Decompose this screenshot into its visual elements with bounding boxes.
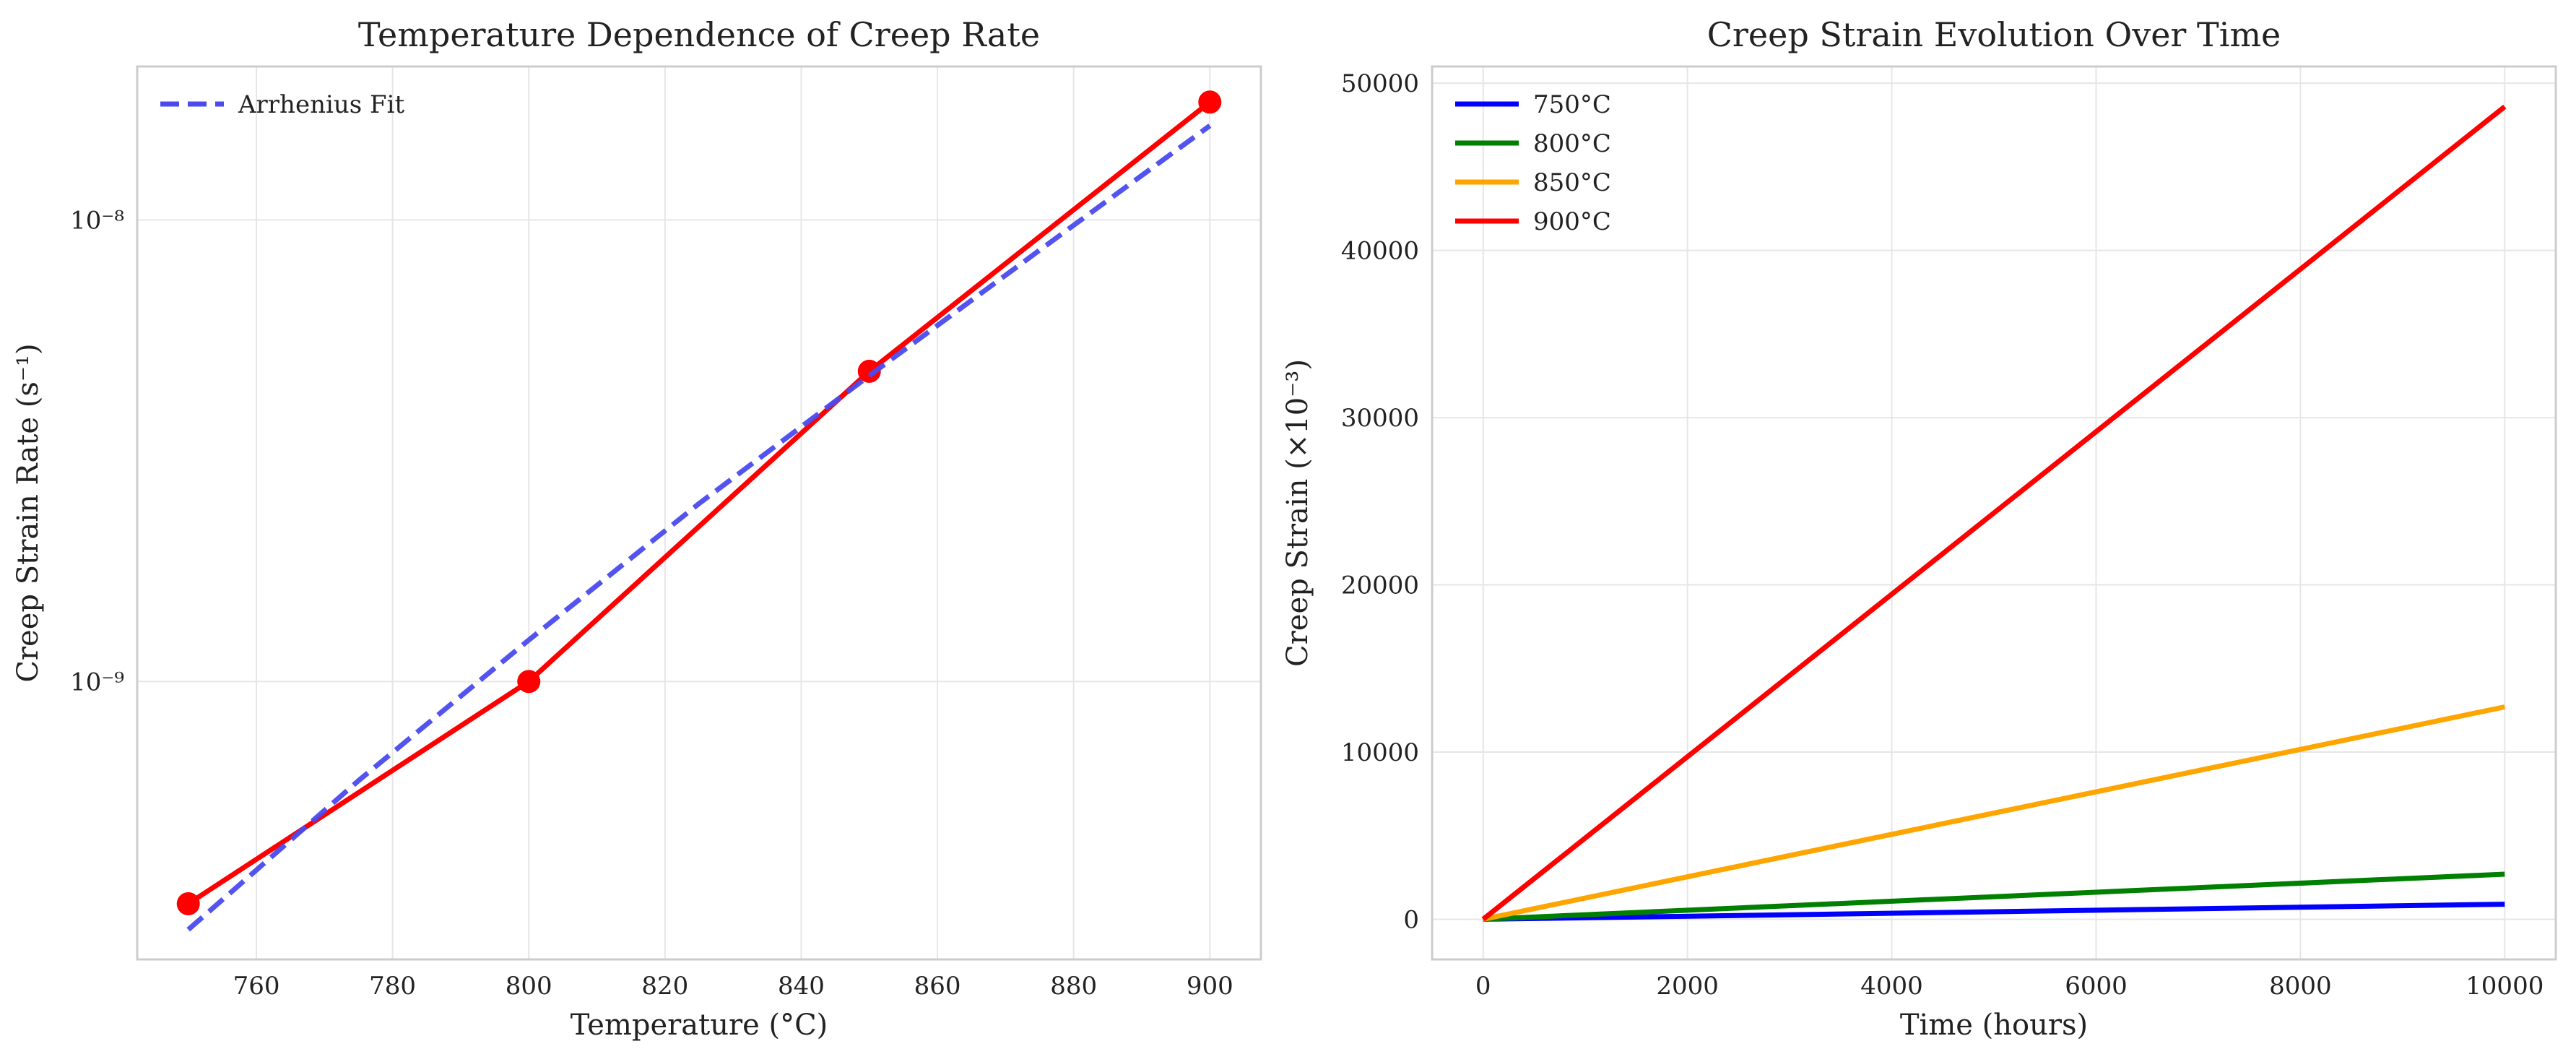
x-tick-label: 6000 [2065,972,2128,1001]
temperature-creep-rate-chart: 760 780 800 820 840 860 880 900 10⁻⁹ 10⁻⁸ Arrheni… [12,15,1262,1042]
legend-label: 900°C [1533,207,1611,236]
series-line [186,124,1212,932]
y-tick-label: 0 [1403,905,1419,934]
x-tick-label: 800 [506,972,552,1001]
series-line [1481,104,2507,922]
data-point [517,670,541,694]
series-line [1482,704,2506,922]
series-line [186,100,1212,906]
legend-label: 850°C [1533,168,1611,197]
y-axis-label: Creep Strain (×10⁻³) [1281,359,1314,667]
y-tick-label: 20000 [1341,571,1419,600]
x-tick-label: 10000 [2466,972,2544,1001]
y-tick-label: 30000 [1341,404,1419,433]
series-line [1483,902,2505,922]
plot-frame [136,65,1262,961]
x-tick-label: 820 [641,972,688,1001]
x-axis-label: Temperature (°C) [571,1009,828,1042]
x-tick-label: 2000 [1656,972,1719,1001]
x-tick-label: 840 [778,972,825,1001]
y-tick-label: 50000 [1341,69,1419,98]
x-tick-label: 760 [233,972,280,1001]
x-tick-label: 900 [1187,972,1233,1001]
chart-title: Temperature Dependence of Creep Rate [358,15,1040,54]
data-point [857,359,881,383]
x-tick-label: 860 [914,972,961,1001]
y-axis-label: Creep Strain Rate (s⁻¹) [12,343,45,682]
plot-frame [1431,65,2557,961]
x-axis-label: Time (hours) [1900,1009,2088,1042]
y-tick-label: 40000 [1341,237,1419,266]
series-line [1483,871,2505,922]
y-tick-label: 10000 [1341,738,1419,767]
x-tick-label: 4000 [1860,972,1923,1001]
y-tick-label: 10⁻⁹ [70,668,124,696]
creep-strain-time-chart: 0 2000 4000 6000 8000 10000 0 10000 20000 30000 40… [1281,15,2557,1042]
x-tick-label: 780 [369,972,416,1001]
legend-label: Arrhenius Fit [238,90,404,119]
x-tick-label: 8000 [2269,972,2332,1001]
x-tick-label: 880 [1050,972,1097,1001]
legend-label: 750°C [1533,90,1611,119]
data-point [176,892,200,915]
data-point [1198,90,1222,114]
legend-label: 800°C [1533,129,1611,158]
y-tick-label: 10⁻⁸ [70,206,124,235]
chart-title: Creep Strain Evolution Over Time [1707,15,2281,54]
x-tick-label: 0 [1475,972,1491,1001]
